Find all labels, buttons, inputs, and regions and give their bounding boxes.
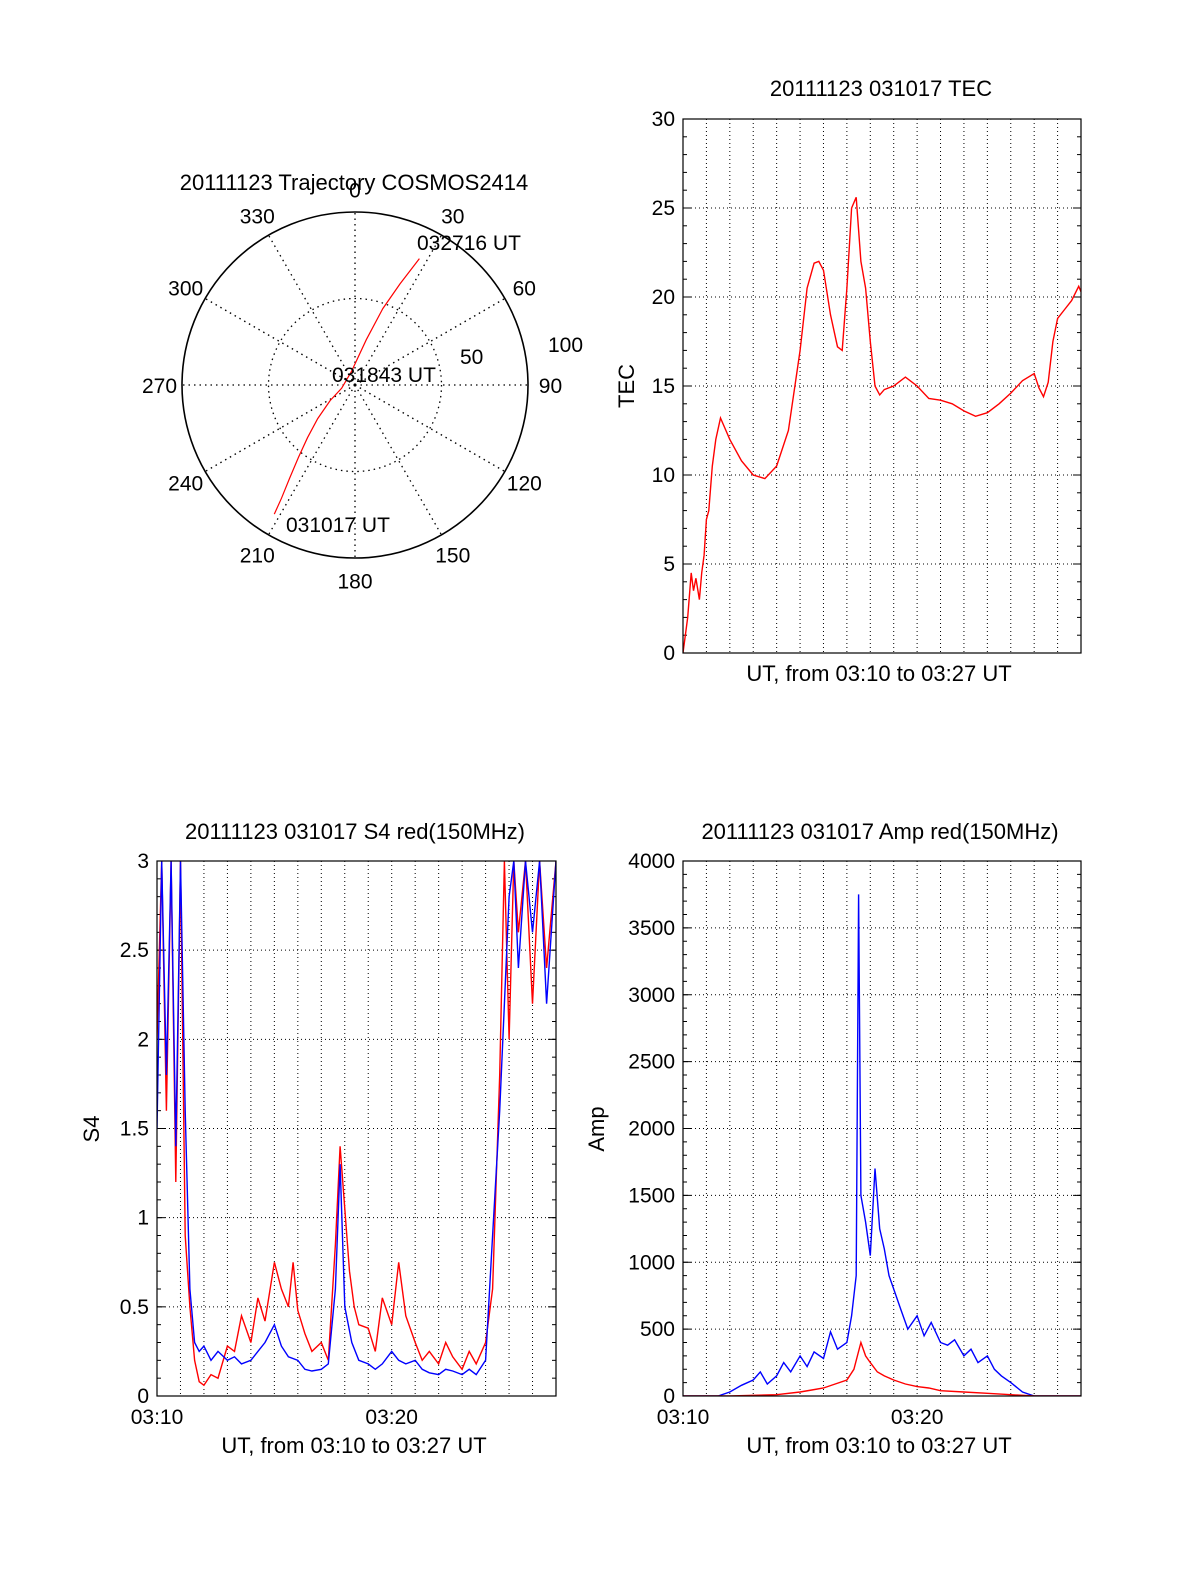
s4-ytick-label: 0 <box>137 1385 149 1408</box>
amp-xtick-label: 03:10 <box>657 1406 710 1429</box>
s4-ytick-label: 0.5 <box>120 1296 149 1319</box>
amp-series-red <box>683 1340 1081 1396</box>
tec-series-red <box>683 197 1081 653</box>
polar-angle-label-330: 330 <box>240 206 275 229</box>
polar-angle-label-120: 120 <box>507 473 542 496</box>
s4-ytick-label: 2 <box>137 1028 149 1051</box>
polar-angle-label-150: 150 <box>435 544 470 567</box>
tec-title: 20111123 031017 TEC <box>770 76 992 101</box>
tec-ytick-label: 15 <box>652 375 675 398</box>
s4-title: 20111123 031017 S4 red(150MHz) <box>185 819 525 844</box>
polar-angle-label-90: 90 <box>539 375 562 398</box>
amp-frame <box>682 860 1082 1397</box>
amp-ytick-label: 3000 <box>628 984 675 1007</box>
amp-chart: 20111123 031017 Amp red(150MHz) Amp UT, … <box>584 819 1082 1458</box>
s4-xtick-label: 03:20 <box>365 1406 418 1429</box>
annotation-031017: 031017 UT <box>286 514 390 537</box>
annotation-031843: 031843 UT <box>332 364 436 387</box>
s4-ytick-label: 1.5 <box>120 1118 149 1141</box>
polar-angle-label-240: 240 <box>168 473 203 496</box>
tec-ytick-label: 5 <box>663 553 675 576</box>
polar-spoke-210 <box>267 384 356 536</box>
polar-spoke-30 <box>354 234 443 386</box>
s4-ytick-label: 3 <box>137 850 149 873</box>
polar-grid <box>182 212 528 558</box>
amp-series-blue <box>683 894 1081 1396</box>
polar-spoke-300 <box>204 297 356 386</box>
radial-label-50: 50 <box>460 346 483 369</box>
annotation-032716: 032716 UT <box>417 232 521 255</box>
s4-ylabel: S4 <box>79 1116 104 1143</box>
tec-ytick-label: 10 <box>652 464 675 487</box>
tec-ytick-label: 25 <box>652 197 675 220</box>
polar-spoke-150 <box>354 384 443 536</box>
amp-xtick-label: 03:20 <box>891 1406 944 1429</box>
polar-angle-label-30: 30 <box>441 206 464 229</box>
trajectory-polar-chart: 20111123 Trajectory COSMOS2414 0 30 60 90 12… <box>142 170 583 593</box>
amp-ytick-label: 4000 <box>628 850 675 873</box>
s4-ytick-label: 1 <box>137 1207 149 1230</box>
polar-angle-label-180: 180 <box>337 570 372 593</box>
amp-ytick-label: 2000 <box>628 1118 675 1141</box>
polar-angle-label-0: 0 <box>349 180 361 203</box>
tec-xlabel: UT, from 03:10 to 03:27 UT <box>746 661 1011 686</box>
polar-spoke-330 <box>267 234 356 386</box>
s4-xlabel: UT, from 03:10 to 03:27 UT <box>221 1433 486 1458</box>
amp-ytick-label: 1500 <box>628 1184 675 1207</box>
radial-label-100: 100 <box>548 334 583 357</box>
amp-ytick-label: 3500 <box>628 917 675 940</box>
tec-chart: 20111123 031017 TEC TEC UT, from 03:10 t… <box>614 76 1082 686</box>
amp-ytick-label: 0 <box>663 1385 675 1408</box>
polar-frame <box>181 211 529 559</box>
polar-spoke-60 <box>354 297 506 386</box>
amp-ytick-label: 2500 <box>628 1051 675 1074</box>
s4-xtick-label: 03:10 <box>131 1406 184 1429</box>
tec-ytick-label: 20 <box>652 286 675 309</box>
amp-ylabel: Amp <box>584 1106 609 1151</box>
polar-spoke-240 <box>204 384 356 473</box>
s4-series-blue <box>157 861 556 1376</box>
trajectory-title: 20111123 Trajectory COSMOS2414 <box>180 170 529 195</box>
tec-frame <box>682 118 1082 654</box>
polar-angle-labels: 0 30 60 90 120 150 180 210 240 270 300 330 <box>142 180 562 594</box>
tec-ylabel: TEC <box>614 364 639 408</box>
polar-angle-label-210: 210 <box>240 544 275 567</box>
amp-ytick-label: 500 <box>640 1318 675 1341</box>
s4-frame <box>156 860 557 1397</box>
s4-ytick-label: 2.5 <box>120 939 149 962</box>
tec-ytick-label: 30 <box>652 108 675 131</box>
amp-title: 20111123 031017 Amp red(150MHz) <box>701 819 1058 844</box>
s4-chart: 20111123 031017 S4 red(150MHz) S4 UT, fr… <box>79 819 557 1458</box>
tec-ytick-label: 0 <box>663 642 675 665</box>
polar-angle-label-60: 60 <box>513 277 536 300</box>
polar-angle-label-300: 300 <box>168 277 203 300</box>
s4-series-red <box>157 861 556 1387</box>
polar-angle-label-270: 270 <box>142 375 177 398</box>
polar-ring-50 <box>267 297 443 473</box>
trajectory-track <box>273 258 420 515</box>
polar-spoke-120 <box>354 384 506 473</box>
amp-xlabel: UT, from 03:10 to 03:27 UT <box>746 1433 1011 1458</box>
amp-ytick-label: 1000 <box>628 1251 675 1274</box>
